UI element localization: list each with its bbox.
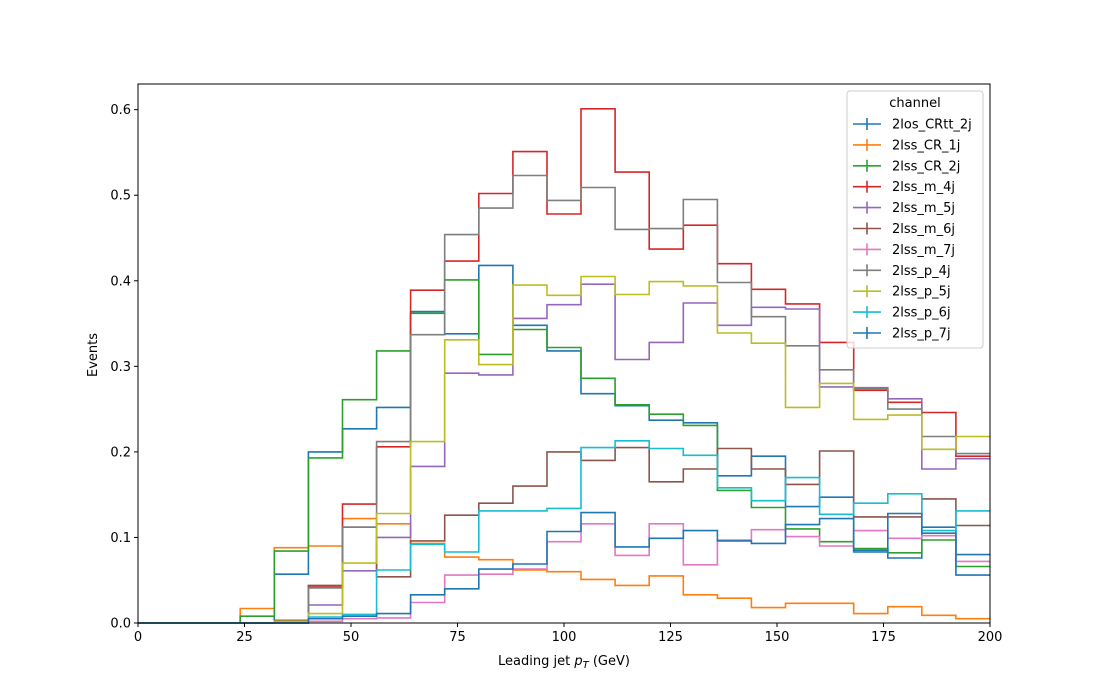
y-tick-label: 0.1 (110, 531, 131, 546)
y-tick-label: 0.6 (110, 103, 131, 118)
y-tick-label: 0.0 (110, 617, 131, 632)
legend-item: 2lss_m_4j (853, 180, 955, 195)
legend-box (846, 90, 984, 349)
legend-title: channel (889, 96, 940, 111)
x-tick-label: 100 (552, 630, 577, 645)
legend-item: 2lss_m_5j (853, 201, 955, 216)
y-tick-label: 0.3 (110, 360, 131, 375)
x-tick-label: 50 (343, 630, 360, 645)
legend-label: 2lss_CR_1j (892, 138, 960, 153)
legend-label: 2lss_CR_2j (892, 159, 960, 174)
legend-item: 2lss_p_5j (853, 285, 951, 300)
series-line-2lss-p-7j (138, 511, 990, 624)
legend-item: 2lss_CR_1j (853, 138, 960, 153)
legend-items: 2los_CRtt_2j 2lss_CR_1j 2lss_CR_2j 2lss_m_4… (853, 118, 972, 342)
legend-label: 2los_CRtt_2j (892, 118, 972, 133)
legend-label: 2lss_p_4j (892, 264, 951, 279)
legend-item: 2lss_p_6j (853, 306, 951, 321)
x-tick-label: 175 (871, 630, 896, 645)
y-tick-label: 0.4 (110, 274, 131, 289)
legend-item: 2lss_m_6j (853, 222, 955, 237)
legend: channel 2los_CRtt_2j 2lss_CR_1j 2lss_CR_2j… (846, 90, 984, 349)
legend-item: 2lss_CR_2j (853, 159, 960, 174)
plot-area (138, 108, 990, 624)
legend-item: 2lss_m_7j (853, 243, 955, 258)
legend-label: 2lss_m_4j (892, 180, 955, 195)
y-tick-label: 0.2 (110, 445, 131, 460)
x-tick-label: 75 (449, 630, 466, 645)
x-tick-label: 0 (134, 630, 142, 645)
series-line-2lss-p-4j (138, 174, 990, 624)
series-line-2lss-m-4j (138, 108, 990, 624)
x-tick-label: 25 (236, 630, 253, 645)
legend-label: 2lss_p_7j (892, 327, 951, 342)
legend-item: 2lss_p_4j (853, 264, 951, 279)
x-tick-label: 150 (765, 630, 790, 645)
y-axis-ticks: 0.0 0.1 0.2 0.3 0.4 0.5 0.6 (110, 103, 138, 632)
x-tick-label: 125 (658, 630, 683, 645)
series-group (138, 108, 990, 624)
x-axis-ticks: 0 25 50 75 100 125 150 175 200 (134, 623, 1003, 645)
y-tick-label: 0.5 (110, 189, 131, 204)
series-line-2lss-p-5j (138, 275, 990, 624)
legend-item: 2los_CRtt_2j (853, 118, 972, 133)
x-axis-label: Leading jet pT (GeV) (498, 654, 630, 671)
legend-label: 2lss_m_7j (892, 243, 955, 258)
legend-label: 2lss_p_6j (892, 306, 951, 321)
y-axis-label: Events (86, 333, 101, 377)
legend-item: 2lss_p_7j (853, 327, 951, 342)
legend-label: 2lss_p_5j (892, 285, 951, 300)
x-tick-label: 200 (978, 630, 1003, 645)
legend-label: 2lss_m_6j (892, 222, 955, 237)
legend-label: 2lss_m_5j (892, 201, 955, 216)
